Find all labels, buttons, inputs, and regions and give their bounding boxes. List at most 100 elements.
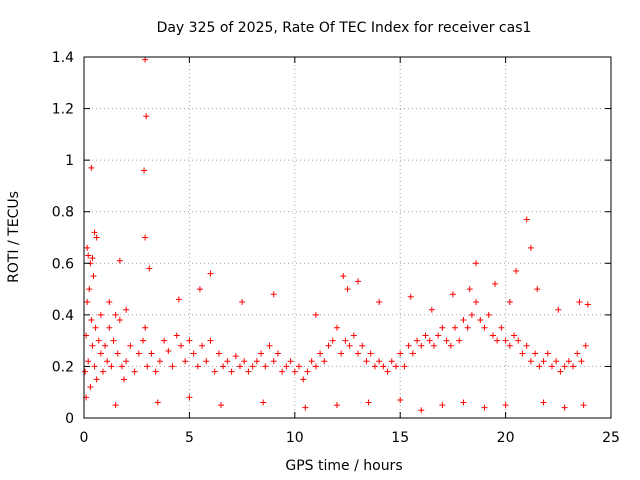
plot-frame bbox=[83, 56, 612, 419]
data-point bbox=[300, 376, 307, 383]
data-point bbox=[317, 350, 324, 357]
data-point bbox=[460, 399, 467, 406]
data-point bbox=[584, 301, 591, 308]
data-point bbox=[355, 278, 362, 285]
data-point bbox=[106, 298, 113, 305]
data-point bbox=[279, 368, 286, 375]
data-point bbox=[110, 337, 117, 344]
data-point bbox=[194, 363, 201, 370]
data-point bbox=[561, 363, 568, 370]
data-point bbox=[112, 311, 119, 318]
data-point bbox=[492, 280, 499, 287]
data-point bbox=[199, 342, 206, 349]
data-point bbox=[392, 363, 399, 370]
data-point bbox=[274, 350, 281, 357]
data-point bbox=[116, 317, 123, 324]
data-point bbox=[544, 350, 551, 357]
data-point bbox=[87, 384, 94, 391]
data-point bbox=[245, 368, 252, 375]
data-point bbox=[266, 342, 273, 349]
data-point bbox=[91, 363, 98, 370]
x-tick-label: 25 bbox=[602, 430, 620, 446]
data-point bbox=[89, 342, 96, 349]
data-point bbox=[146, 265, 153, 272]
data-point bbox=[97, 311, 104, 318]
data-point bbox=[270, 291, 277, 298]
data-point bbox=[409, 350, 416, 357]
data-point bbox=[141, 167, 148, 174]
data-point bbox=[333, 402, 340, 409]
data-point bbox=[350, 332, 357, 339]
data-point bbox=[262, 363, 269, 370]
data-point bbox=[460, 317, 467, 324]
data-point bbox=[422, 332, 429, 339]
data-point bbox=[557, 368, 564, 375]
data-point bbox=[228, 368, 235, 375]
data-point bbox=[220, 363, 227, 370]
data-point bbox=[582, 342, 589, 349]
data-point bbox=[249, 363, 256, 370]
data-point bbox=[329, 337, 336, 344]
data-point bbox=[190, 350, 197, 357]
data-point bbox=[380, 363, 387, 370]
data-point bbox=[177, 342, 184, 349]
data-point bbox=[449, 291, 456, 298]
data-point bbox=[241, 358, 248, 365]
data-point bbox=[140, 337, 147, 344]
data-point bbox=[502, 402, 509, 409]
x-tick-label: 10 bbox=[286, 430, 304, 446]
data-point bbox=[553, 358, 560, 365]
data-point bbox=[270, 358, 277, 365]
data-point bbox=[555, 306, 562, 313]
x-tick-label: 20 bbox=[497, 430, 515, 446]
data-point bbox=[452, 324, 459, 331]
data-point bbox=[116, 257, 123, 264]
data-point bbox=[186, 394, 193, 401]
data-points bbox=[82, 56, 591, 414]
data-point bbox=[418, 407, 425, 414]
data-point bbox=[401, 363, 408, 370]
data-point bbox=[114, 350, 121, 357]
data-point bbox=[570, 363, 577, 370]
data-point bbox=[388, 358, 395, 365]
data-point bbox=[489, 332, 496, 339]
data-point bbox=[548, 363, 555, 370]
data-point bbox=[106, 324, 113, 331]
data-point bbox=[574, 350, 581, 357]
data-point bbox=[456, 337, 463, 344]
data-point bbox=[90, 273, 97, 280]
data-point bbox=[502, 337, 509, 344]
y-tick-label: 0.4 bbox=[52, 308, 74, 324]
data-point bbox=[182, 358, 189, 365]
data-point bbox=[84, 298, 91, 305]
data-point bbox=[540, 358, 547, 365]
data-point bbox=[135, 350, 142, 357]
grid-lines bbox=[84, 57, 611, 418]
data-point bbox=[430, 342, 437, 349]
data-point bbox=[239, 298, 246, 305]
data-point bbox=[215, 350, 222, 357]
data-point bbox=[196, 286, 203, 293]
data-point bbox=[397, 350, 404, 357]
data-point bbox=[346, 342, 353, 349]
data-point bbox=[325, 342, 332, 349]
data-point bbox=[515, 337, 522, 344]
axis-ticks: 0 5 10 15 20 25 0 0.2 0.4 0.6 0.8 1 1.2 1.4 bbox=[52, 50, 620, 446]
data-point bbox=[88, 317, 95, 324]
data-point bbox=[287, 358, 294, 365]
data-point bbox=[86, 286, 93, 293]
data-point bbox=[376, 358, 383, 365]
data-point bbox=[121, 376, 128, 383]
data-point bbox=[578, 358, 585, 365]
data-point bbox=[312, 363, 319, 370]
data-point bbox=[207, 270, 214, 277]
data-point bbox=[365, 399, 372, 406]
data-point bbox=[363, 358, 370, 365]
data-point bbox=[513, 268, 520, 275]
data-point bbox=[93, 376, 100, 383]
data-point bbox=[344, 286, 351, 293]
data-point bbox=[104, 358, 111, 365]
data-point bbox=[443, 337, 450, 344]
data-point bbox=[211, 368, 218, 375]
data-point bbox=[580, 402, 587, 409]
